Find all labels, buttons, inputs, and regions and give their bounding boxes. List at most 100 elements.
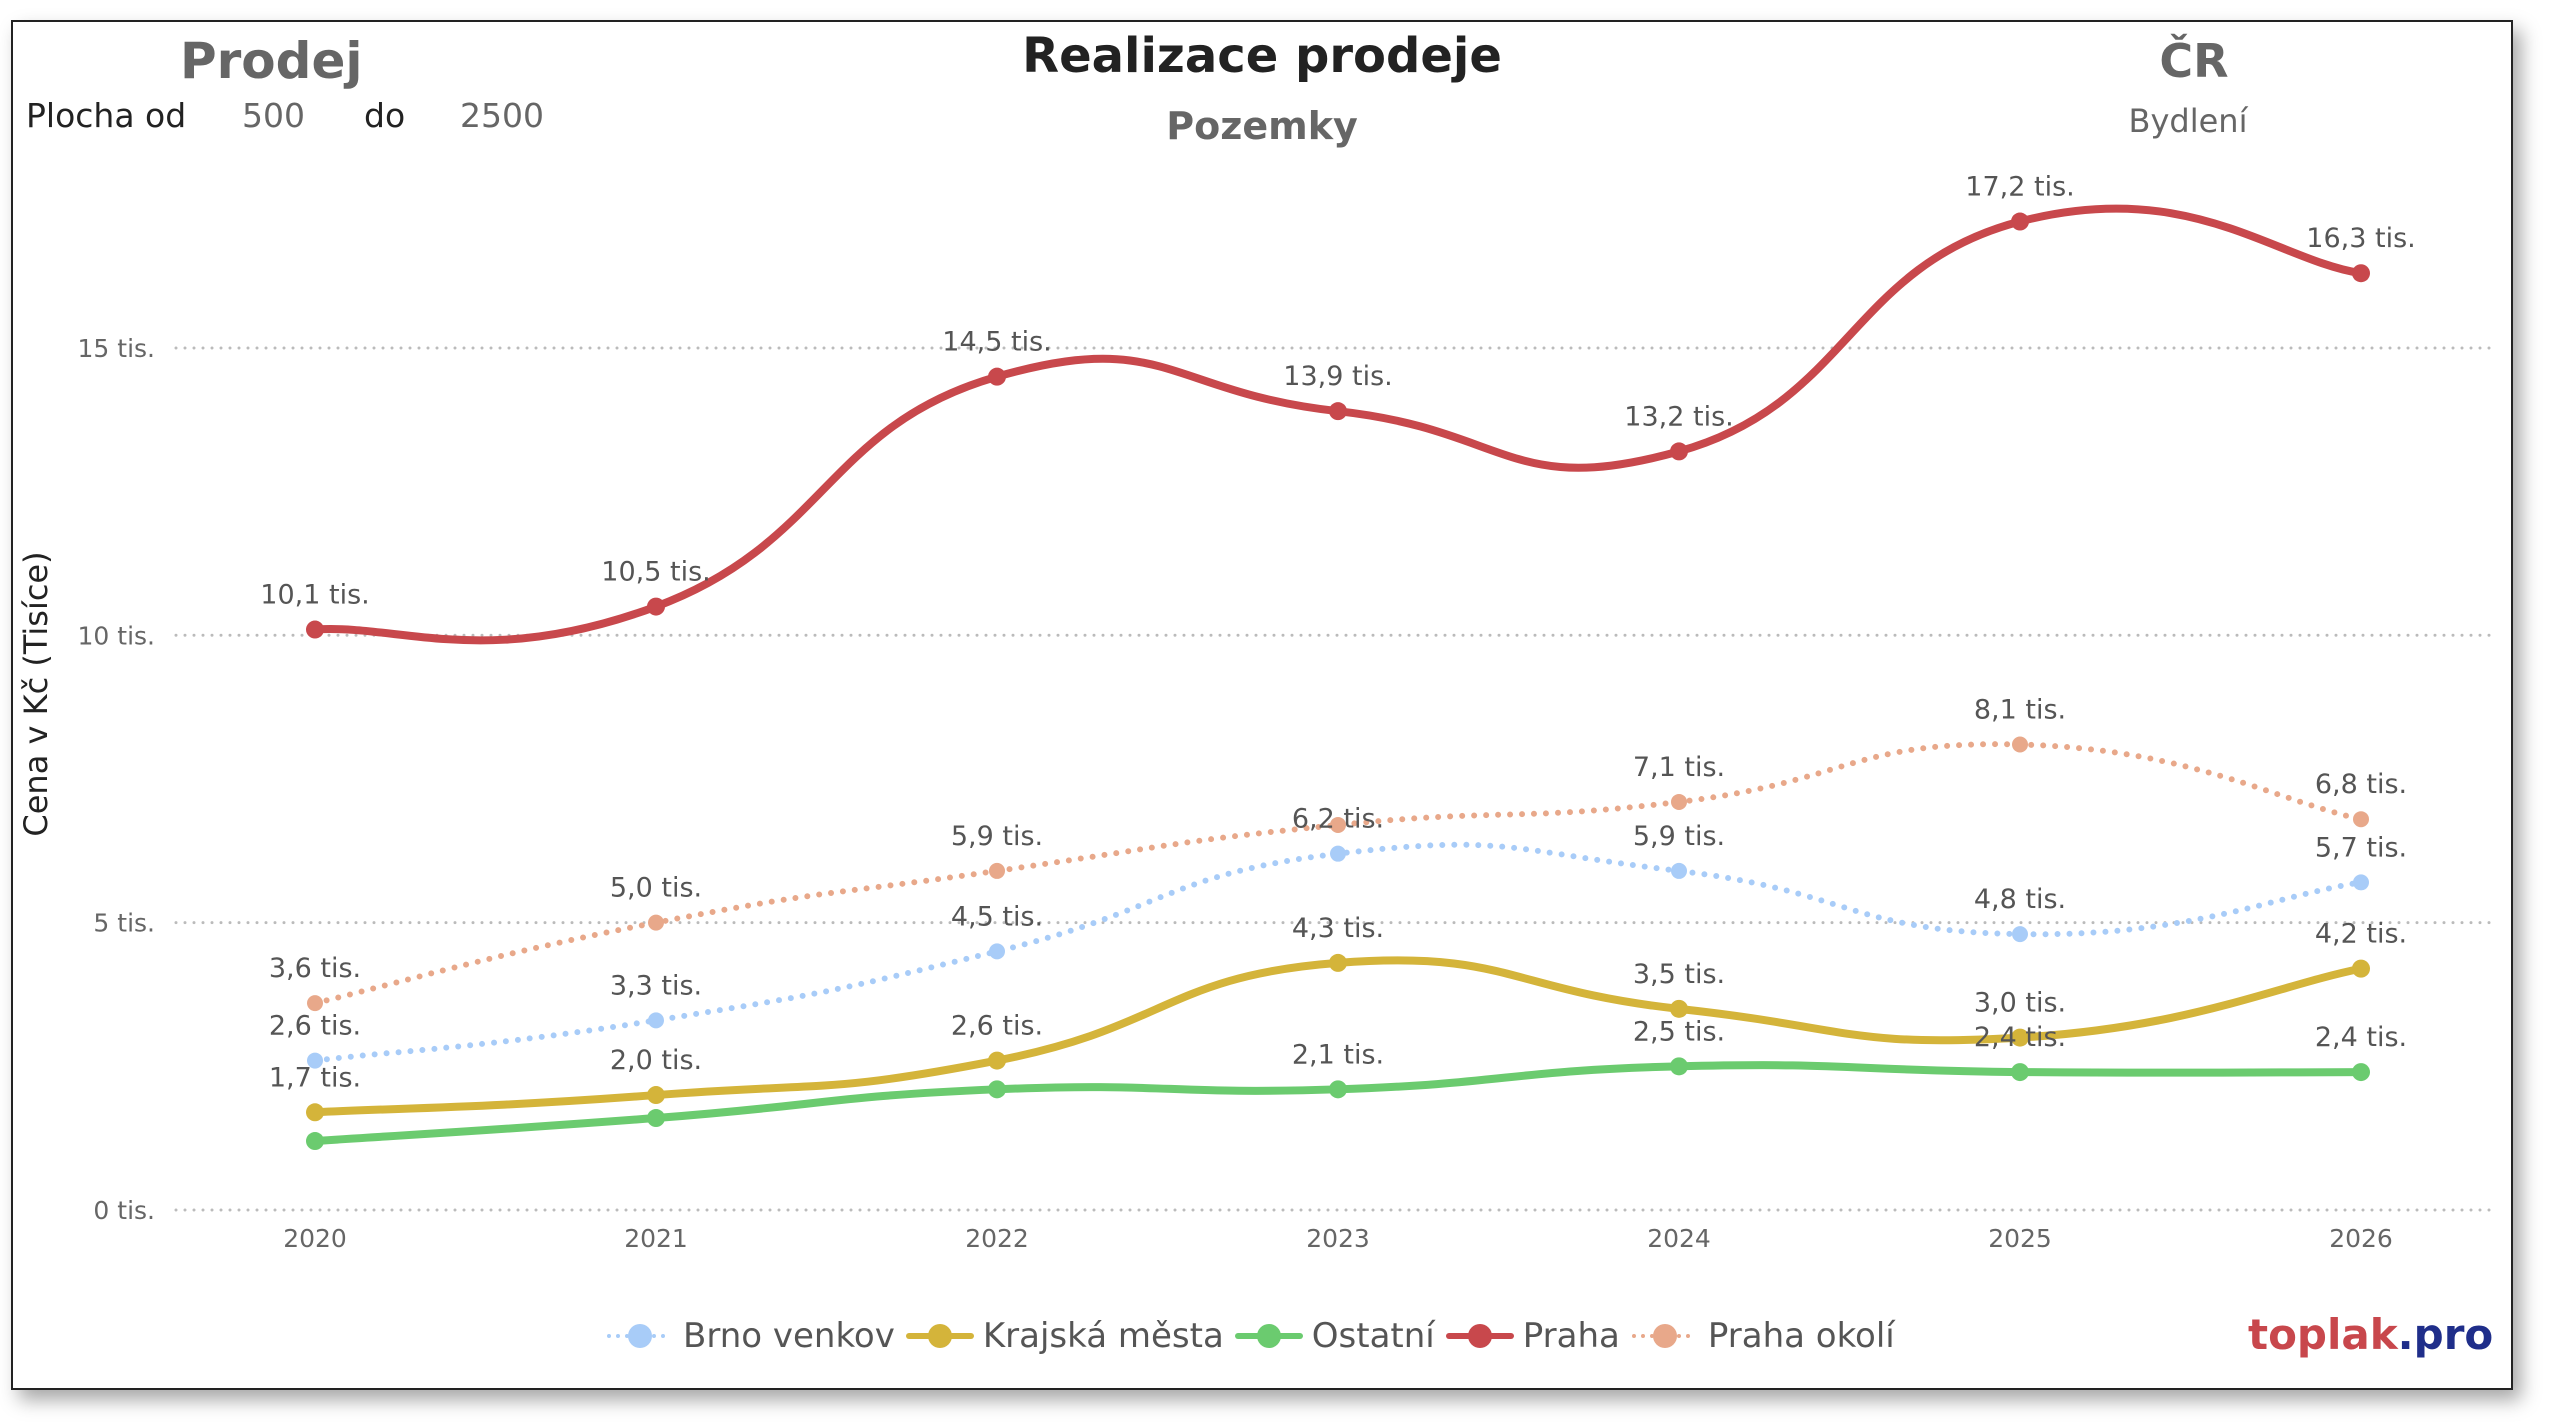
data-point-krajsk-m-sta (1670, 999, 1688, 1018)
legend-label: Praha okolí (1707, 1316, 1895, 1356)
x-tick-label: 2026 (2329, 1224, 2393, 1253)
data-point-praha-okol- (648, 914, 664, 931)
data-label-ostatn-: 2,4 tis. (2315, 1022, 2407, 1053)
x-tick-label: 2021 (624, 1224, 688, 1253)
left-title: Prodej (180, 32, 363, 90)
legend-marker-icon (1256, 1324, 1281, 1348)
legend-marker-icon (1445, 1324, 1514, 1348)
data-point-praha-okol- (1671, 793, 1687, 810)
data-point-praha (2352, 264, 2370, 283)
data-label-krajsk-m-sta: 3,0 tis. (1974, 988, 2066, 1019)
data-label-krajsk-m-sta: 4,2 tis. (2315, 919, 2407, 950)
data-label-praha-okol-: 3,6 tis. (269, 953, 361, 984)
legend-marker-icon (628, 1324, 652, 1348)
data-point-ostatn- (1329, 1080, 1347, 1099)
data-label-ostatn-: 2,4 tis. (1974, 1022, 2066, 1053)
data-label-praha: 10,1 tis. (260, 580, 369, 611)
data-label-praha-okol-: 5,9 tis. (951, 821, 1043, 852)
legend-item-brno-venkov[interactable]: Brno venkov (605, 1316, 895, 1356)
x-tick-label: 2020 (283, 1224, 347, 1253)
data-label-praha: 14,5 tis. (942, 327, 1051, 358)
legend-marker-icon (927, 1324, 952, 1348)
filter-label: Plocha od (26, 96, 187, 135)
legend-label: Brno venkov (683, 1316, 895, 1356)
data-label-praha: 17,2 tis. (1965, 172, 2074, 203)
data-label-brno-venkov: 3,3 tis. (610, 970, 702, 1001)
data-point-ostatn- (988, 1080, 1006, 1099)
x-tick-label: 2024 (1647, 1224, 1711, 1253)
data-label-krajsk-m-sta: 3,5 tis. (1633, 959, 1725, 990)
data-point-krajsk-m-sta (2352, 959, 2370, 978)
y-tick-label: 0 tis. (93, 1196, 155, 1225)
filter-to-label: do (364, 96, 406, 135)
data-point-praha (306, 620, 324, 639)
data-point-praha-okol- (989, 862, 1005, 879)
legend-marker-icon (905, 1324, 974, 1348)
report-frame (11, 20, 2513, 1390)
legend-item-krajsk-m-sta[interactable]: Krajská města (905, 1316, 1224, 1356)
data-point-krajsk-m-sta (306, 1103, 324, 1122)
data-label-brno-venkov: 5,7 tis. (2315, 832, 2407, 863)
data-point-praha (2011, 212, 2029, 231)
legend-item-praha[interactable]: Praha (1445, 1316, 1620, 1356)
data-point-praha (1329, 402, 1347, 421)
data-label-ostatn-: 2,5 tis. (1633, 1016, 1725, 1047)
data-point-brno-venkov (1671, 862, 1687, 879)
data-label-praha: 10,5 tis. (601, 557, 710, 588)
data-point-krajsk-m-sta (1329, 953, 1347, 972)
brand-part2: .pro (2397, 1310, 2494, 1359)
data-point-brno-venkov (989, 943, 1005, 960)
legend-marker-icon (1467, 1324, 1492, 1348)
data-label-krajsk-m-sta: 2,6 tis. (951, 1011, 1043, 1042)
data-label-praha: 13,9 tis. (1283, 361, 1392, 392)
data-point-brno-venkov (648, 1012, 664, 1029)
series-line-ostatn- (311, 1061, 2365, 1146)
y-tick-label: 5 tis. (93, 909, 155, 938)
legend-label: Praha (1522, 1316, 1620, 1356)
brand-part1: toplak (2248, 1310, 2398, 1359)
data-point-ostatn- (2352, 1063, 2370, 1082)
data-label-praha: 13,2 tis. (1624, 401, 1733, 432)
data-label-brno-venkov: 2,6 tis. (269, 1011, 361, 1042)
y-axis-title: Cena v Kč (Tisíce) (17, 551, 55, 837)
legend-marker-icon (1234, 1324, 1303, 1348)
legend-label: Ostatní (1311, 1316, 1435, 1356)
data-point-praha (988, 367, 1006, 386)
data-point-ostatn- (647, 1109, 665, 1128)
filter-to-value[interactable]: 2500 (460, 96, 544, 135)
data-label-brno-venkov: 5,9 tis. (1633, 821, 1725, 852)
data-point-praha (1670, 442, 1688, 461)
data-label-ostatn-: 2,1 tis. (1292, 1039, 1384, 1070)
legend-item-ostatn-[interactable]: Ostatní (1234, 1316, 1435, 1356)
region-title: ČR (2159, 34, 2229, 88)
data-point-krajsk-m-sta (2011, 1028, 2029, 1047)
data-label-krajsk-m-sta: 4,3 tis. (1292, 913, 1384, 944)
chart-subtitle: Pozemky (1166, 104, 1358, 148)
data-label-praha-okol-: 7,1 tis. (1633, 752, 1725, 783)
data-label-praha-okol-: 5,0 tis. (610, 873, 702, 904)
data-point-ostatn- (1670, 1057, 1688, 1076)
legend-marker-icon (1631, 1324, 1698, 1348)
region-subtitle: Bydlení (2128, 102, 2248, 140)
filter-from-value[interactable]: 500 (242, 96, 305, 135)
data-point-praha-okol- (2353, 811, 2369, 828)
x-tick-label: 2022 (965, 1224, 1029, 1253)
chart-title: Realizace prodeje (1022, 28, 1502, 84)
data-label-krajsk-m-sta: 1,7 tis. (269, 1062, 361, 1093)
data-label-praha: 16,3 tis. (2306, 223, 2415, 254)
legend-marker-icon (607, 1324, 673, 1348)
data-point-praha-okol- (2012, 736, 2028, 753)
data-label-brno-venkov: 4,8 tis. (1974, 884, 2066, 915)
data-point-brno-venkov (2012, 926, 2028, 943)
data-label-praha-okol-: 6,8 tis. (2315, 769, 2407, 800)
data-point-brno-venkov (307, 1052, 323, 1069)
data-point-praha-okol- (307, 995, 323, 1012)
data-label-krajsk-m-sta: 2,0 tis. (610, 1045, 702, 1076)
legend-item-praha-okol-[interactable]: Praha okolí (1630, 1316, 1895, 1356)
legend: Brno venkov Krajská města Ostatní Praha Prah… (605, 1316, 1905, 1356)
y-tick-label: 15 tis. (78, 334, 155, 363)
x-tick-label: 2025 (1988, 1224, 2052, 1253)
data-point-praha (647, 597, 665, 616)
legend-marker-icon (1652, 1324, 1677, 1348)
y-tick-label: 10 tis. (78, 621, 155, 650)
